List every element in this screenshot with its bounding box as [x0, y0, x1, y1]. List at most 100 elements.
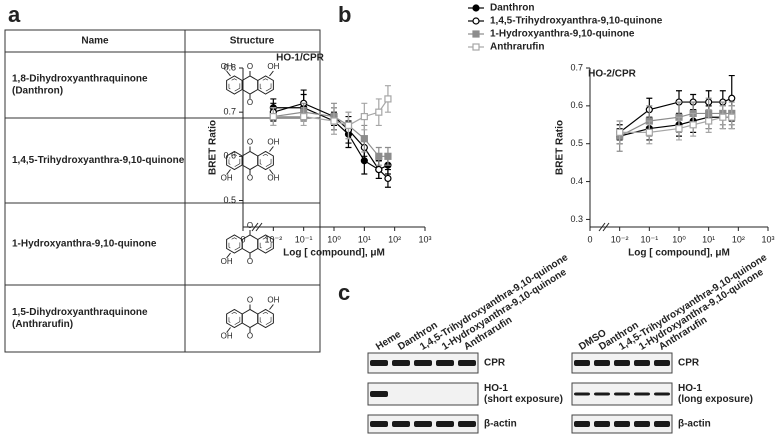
- blot-row-label: CPR: [678, 358, 700, 369]
- table-header: Structure: [230, 36, 275, 47]
- blot-band: [614, 360, 630, 366]
- point: [384, 152, 392, 160]
- x-axis-label: Log [ compound], μM: [283, 248, 385, 259]
- x-tick-label: 10⁻²: [611, 234, 629, 244]
- x-tick-label: 10⁻²: [264, 234, 282, 244]
- x-tick-label: 10⁰: [672, 234, 686, 244]
- x-tick-label: 10³: [761, 234, 774, 244]
- chart-title: HO-2/CPR: [588, 69, 637, 80]
- blot-band: [370, 421, 388, 427]
- blot-band: [614, 421, 630, 427]
- ring: [241, 75, 259, 95]
- legend-marker: [472, 30, 480, 38]
- atom-label: OH: [221, 174, 233, 183]
- point: [675, 124, 683, 133]
- y-tick-label: 0.5: [223, 195, 236, 205]
- point: [375, 152, 383, 160]
- y-tick-label: 0.7: [570, 62, 583, 72]
- compound-name: 1,5-Dihydroxyanthraquinone: [12, 307, 148, 318]
- x-axis-label: Log [ compound], μM: [628, 248, 730, 259]
- bond: [226, 252, 231, 259]
- blot-band: [436, 421, 454, 427]
- panel-label: b: [338, 2, 351, 27]
- point: [375, 108, 383, 116]
- lane-label: 1,4,5-Trihydroxyanthra-9,10-quinone: [617, 252, 769, 353]
- point: [360, 135, 368, 143]
- atom-label: OH: [267, 62, 279, 71]
- atom-label: O: [247, 138, 253, 147]
- point: [344, 121, 353, 130]
- ring-inner: [259, 311, 272, 326]
- bond: [226, 327, 231, 333]
- table-header: Name: [81, 36, 109, 47]
- point: [645, 128, 653, 136]
- axis-break: [251, 222, 259, 232]
- compound-name: (Danthron): [12, 86, 63, 97]
- blot-membrane: [367, 382, 479, 406]
- blot-band: [574, 360, 590, 366]
- ring-inner: [228, 78, 241, 92]
- point: [384, 95, 392, 103]
- ring: [241, 308, 259, 329]
- point: [330, 117, 338, 125]
- panel-label: c: [338, 280, 350, 305]
- bond: [226, 70, 231, 77]
- bond: [269, 146, 274, 152]
- point: [269, 112, 277, 121]
- ring: [257, 234, 274, 254]
- atom-label: OH: [221, 257, 233, 266]
- point: [300, 112, 308, 121]
- table-border: [4, 29, 321, 353]
- point: [360, 112, 368, 121]
- compound-name: (Anthrarufin): [12, 319, 73, 330]
- blot-band: [574, 421, 590, 427]
- blot-row-label: β-actin: [678, 419, 711, 430]
- blot-band: [370, 391, 388, 397]
- blot-band: [634, 360, 650, 366]
- point: [728, 94, 736, 102]
- blot-band: [634, 392, 650, 396]
- blot-row-label: β-actin: [484, 419, 517, 430]
- lane-label: 1-Hydroxyanthra-9,10-quinone: [637, 267, 766, 353]
- blot-row-label: HO-1: [484, 383, 508, 394]
- atom-label: O: [247, 332, 253, 341]
- bond: [226, 169, 231, 175]
- atom-label: O: [247, 98, 253, 107]
- x-tick-label: 10⁰: [327, 234, 341, 244]
- blot-band: [654, 392, 670, 396]
- blot-band: [458, 421, 476, 427]
- blot-band: [654, 360, 670, 366]
- legend-label: 1,4,5-Trihydroxyanthra-9,10-quinone: [490, 16, 663, 27]
- legend-label: Danthron: [490, 3, 534, 14]
- blot-band: [458, 360, 476, 366]
- blot-band: [574, 392, 590, 396]
- atom-label: OH: [267, 174, 279, 183]
- blot-band: [614, 392, 630, 396]
- y-tick-label: 0.6: [223, 151, 236, 161]
- atom-label: OH: [267, 296, 279, 305]
- ring: [257, 308, 274, 329]
- atom-label: O: [247, 296, 253, 305]
- x-tick-label: 10¹: [702, 234, 715, 244]
- ring-inner: [228, 237, 241, 251]
- blot-row-label: (long exposure): [678, 394, 753, 405]
- x-tick-label: 10¹: [358, 234, 371, 244]
- y-tick-label: 0.7: [223, 107, 236, 117]
- x-tick-label: 10²: [388, 234, 401, 244]
- ring-inner: [259, 78, 272, 92]
- lane-label: 1,4,5-Trihydroxyanthra-9,10-quinone: [418, 252, 570, 353]
- ring: [257, 150, 274, 171]
- x-tick-label: 10³: [418, 234, 431, 244]
- x-tick-label: 0: [587, 234, 592, 244]
- ring-inner: [259, 153, 272, 168]
- legend-label: Anthrarufin: [490, 42, 544, 53]
- x-tick-label: 10⁻¹: [295, 234, 313, 244]
- blot-band: [594, 360, 610, 366]
- ring: [241, 150, 259, 171]
- lane-label: 1-Hydroxyanthra-9,10-quinone: [440, 267, 569, 353]
- blot-band: [436, 360, 454, 366]
- blot-band: [594, 421, 610, 427]
- panel-label: a: [8, 2, 21, 27]
- atom-label: O: [247, 221, 253, 230]
- legend-marker: [472, 43, 480, 51]
